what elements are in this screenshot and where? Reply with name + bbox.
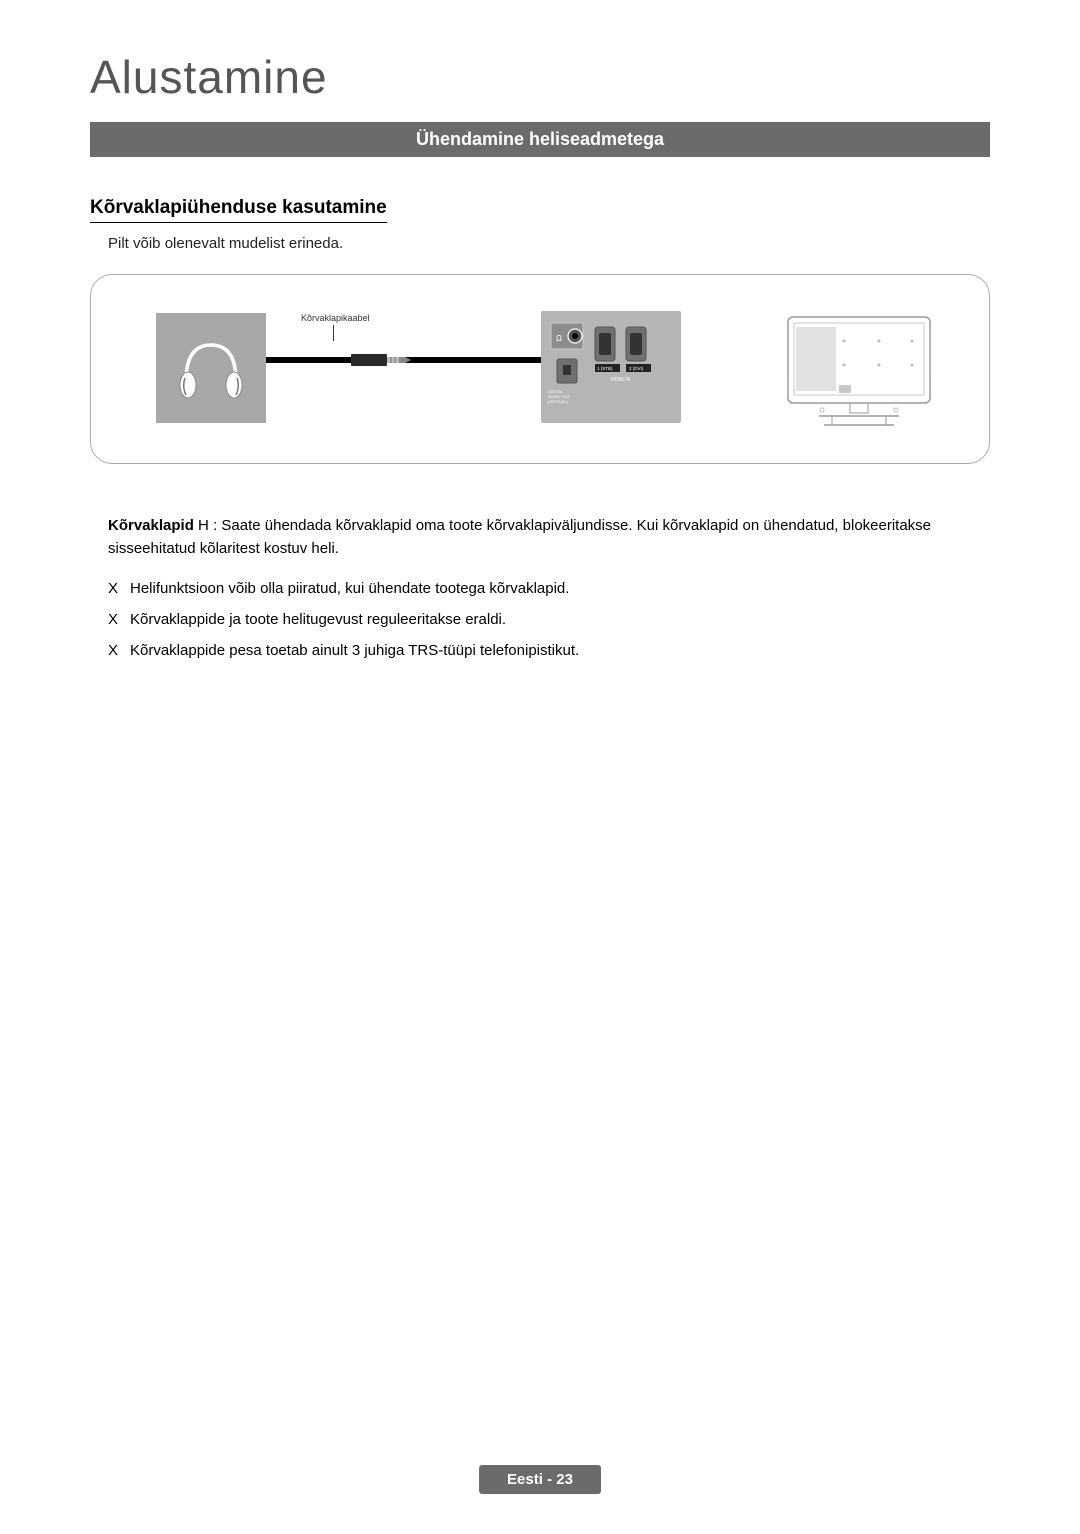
footer-page: 23 <box>556 1471 573 1488</box>
bullet-text: Kõrvaklappide pesa toetab ainult 3 juhig… <box>130 639 579 662</box>
svg-text:Ω: Ω <box>556 334 562 343</box>
bullet-text: Helifunktsioon võib olla piiratud, kui ü… <box>130 577 569 600</box>
page-title: Alustamine <box>90 50 990 104</box>
port-panel-svg: Ω DIGITAL AUDIO OUT (OPTICAL) 1 (STB) 2 … <box>541 311 681 423</box>
section-bar: Ühendamine heliseadmetega <box>90 122 990 157</box>
bullet-item: X Helifunktsioon võib olla piiratud, kui… <box>108 577 990 600</box>
cable-tick <box>333 325 334 341</box>
tv-outline-icon <box>784 313 934 431</box>
footer-lang: Eesti <box>507 1471 543 1488</box>
svg-text:1 (STB): 1 (STB) <box>597 366 613 371</box>
body-strong: Kõrvaklapid <box>108 517 194 534</box>
svg-text:2 (DVI): 2 (DVI) <box>629 366 644 371</box>
bullet-list: X Helifunktsioon võib olla piiratud, kui… <box>108 577 990 663</box>
body-rest: : Saate ühendada kõrvaklapid oma toote k… <box>108 517 931 557</box>
svg-text:(OPTICAL): (OPTICAL) <box>548 399 568 404</box>
headphone-panel <box>156 313 266 423</box>
bullet-item: X Kõrvaklappide ja toote helitugevust re… <box>108 608 990 631</box>
bullet-item: X Kõrvaklappide pesa toetab ainult 3 juh… <box>108 639 990 662</box>
bullet-text: Kõrvaklappide ja toote helitugevust regu… <box>130 608 506 631</box>
body-paragraph: Kõrvaklapid H : Saate ühendada kõrvaklap… <box>108 514 990 561</box>
cable-label: Kõrvaklapikaabel <box>301 313 370 323</box>
note-text: Pilt võib olenevalt mudelist erineda. <box>108 235 990 252</box>
page-footer: Eesti - 23 <box>479 1465 601 1494</box>
svg-text:HDMI IN: HDMI IN <box>611 377 631 383</box>
bullet-marker: X <box>108 639 130 662</box>
headphone-symbol: H <box>198 517 209 534</box>
bullet-marker: X <box>108 577 130 600</box>
footer-sep: - <box>543 1471 556 1488</box>
connection-diagram: Kõrvaklapikaabel Ω DIGITAL AUDIO OUT <box>90 274 990 464</box>
headphone-icon <box>174 331 248 405</box>
cable-plug-icon <box>351 351 411 369</box>
subsection-title: Kõrvaklapiühenduse kasutamine <box>90 197 387 223</box>
bullet-marker: X <box>108 608 130 631</box>
port-panel: Ω DIGITAL AUDIO OUT (OPTICAL) 1 (STB) 2 … <box>541 311 681 423</box>
